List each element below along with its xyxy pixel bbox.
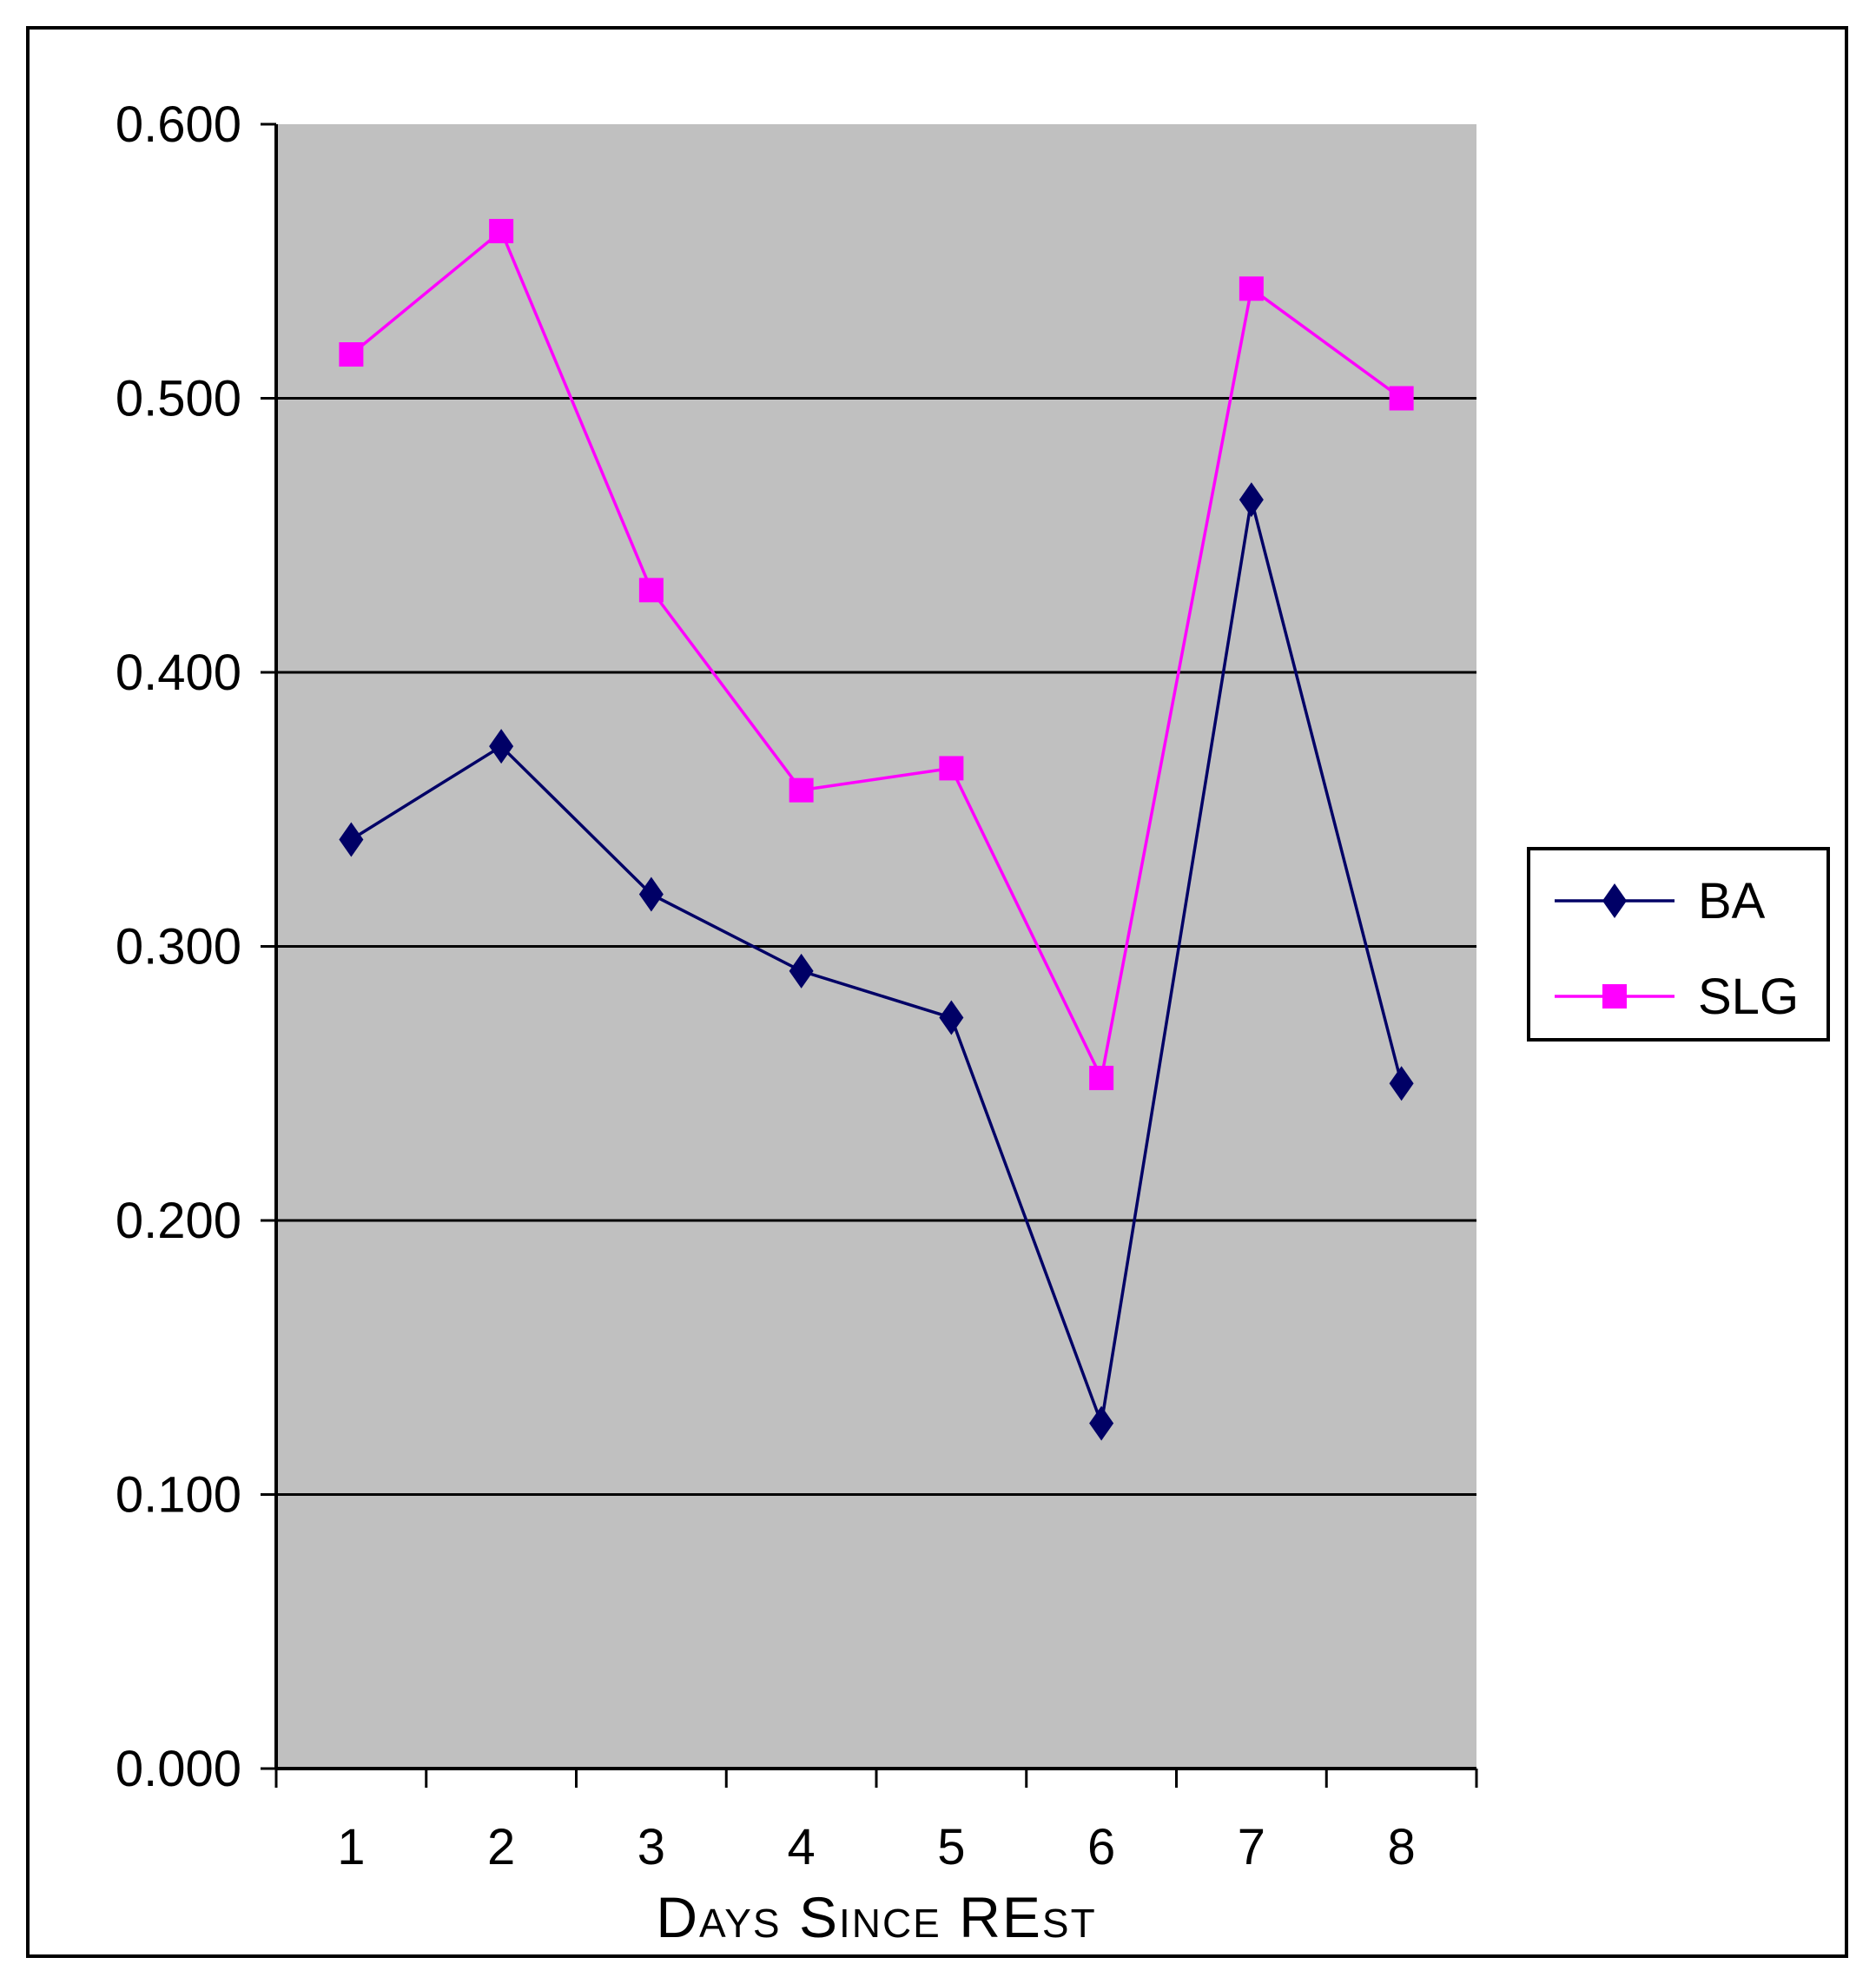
series-markers	[339, 219, 1414, 1441]
slg-data-point	[339, 342, 364, 367]
slg-data-point	[1239, 276, 1264, 301]
gridlines	[276, 397, 1476, 1496]
x-tick-label: 2	[487, 1819, 515, 1875]
ba-data-point	[489, 729, 514, 764]
ba-data-point	[1089, 1405, 1114, 1441]
legend: BA SLG	[1527, 847, 1830, 1042]
y-tick-label: 0.400	[116, 645, 241, 701]
legend-marker-ba	[1602, 883, 1627, 918]
y-tick-label: 0.000	[116, 1741, 241, 1797]
slg-data-point	[1089, 1065, 1114, 1090]
y-tick-label: 0.100	[116, 1467, 241, 1524]
x-tick-labels: 1 2 3 4 5 6 7 8	[337, 1819, 1416, 1875]
slg-data-point	[1389, 386, 1414, 411]
series-lines	[350, 228, 1404, 1430]
ba-data-point	[638, 876, 664, 912]
y-tick-label: 0.600	[116, 96, 241, 153]
ba-data-point	[339, 822, 364, 857]
ba-data-point	[1389, 1066, 1414, 1101]
x-tick-label: 6	[1087, 1819, 1115, 1875]
legend-box	[1527, 847, 1830, 1042]
ba-series-line	[350, 499, 1404, 1430]
slg-data-point	[638, 578, 664, 603]
legend-label-slg: SLG	[1698, 969, 1799, 1025]
slg-series-line	[350, 228, 1403, 1083]
y-tick-labels: 0.000 0.100 0.200 0.300 0.400 0.500 0.600	[116, 96, 241, 1797]
x-tick-label: 4	[787, 1819, 815, 1875]
ba-data-point	[1239, 482, 1264, 518]
y-tick-label: 0.200	[116, 1193, 241, 1249]
x-tick-label: 5	[937, 1819, 965, 1875]
legend-label-ba: BA	[1698, 873, 1766, 929]
y-tick-label: 0.300	[116, 919, 241, 975]
x-tick-label: 1	[337, 1819, 365, 1875]
x-axis-title: Days Since REst	[656, 1885, 1096, 1949]
ba-data-point	[789, 953, 814, 989]
slg-data-point	[489, 219, 514, 244]
x-tick-label: 3	[637, 1819, 665, 1875]
legend-marker-slg	[1602, 984, 1627, 1009]
x-tick-label: 8	[1387, 1819, 1415, 1875]
slg-data-point	[789, 777, 814, 803]
ba-data-point	[939, 1000, 964, 1035]
x-tick-label: 7	[1238, 1819, 1265, 1875]
legend-items: BA SLG	[1555, 873, 1799, 1025]
slg-data-point	[939, 756, 964, 781]
axes	[261, 122, 1478, 1788]
y-tick-label: 0.500	[116, 371, 241, 427]
